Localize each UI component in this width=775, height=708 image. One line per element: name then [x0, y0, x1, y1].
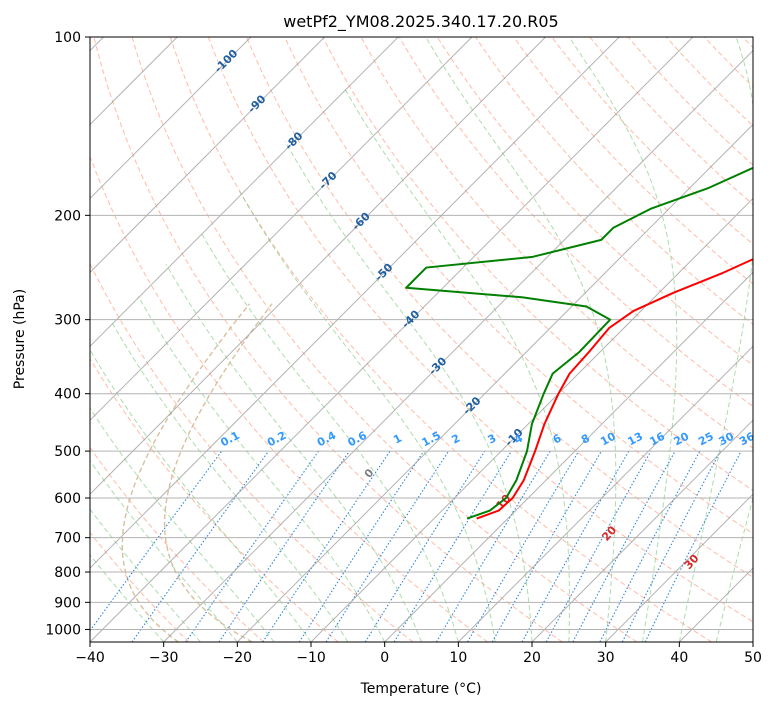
mixing-ratio-label: 10	[598, 430, 618, 449]
mixing-ratio-label: 20	[672, 430, 692, 449]
x-tick-label: −40	[75, 650, 105, 666]
x-tick-label: 40	[670, 650, 688, 666]
moist-adiabat-line	[90, 508, 201, 642]
y-tick-label: 500	[54, 444, 81, 460]
isotherm-line	[310, 197, 753, 642]
x-axis-label: Temperature (°C)	[360, 681, 482, 697]
dry-adiabat-line	[627, 37, 753, 166]
moist-adiabat-line	[137, 296, 386, 642]
dry-adiabat-line	[322, 37, 753, 492]
moist-adiabat-line	[344, 87, 570, 642]
isotherm-line	[163, 49, 753, 642]
mixing-ratio-line	[572, 450, 676, 642]
dry-adiabat-line	[169, 37, 712, 642]
moist-adiabat-line	[200, 232, 459, 642]
dewpoint-profile-line	[405, 166, 753, 520]
dry-adiabat-line	[207, 37, 753, 623]
temperature-profile-line	[476, 258, 753, 520]
mixing-ratio-line	[218, 450, 350, 642]
y-tick-label: 800	[54, 565, 81, 581]
mixing-ratio-line	[521, 450, 630, 642]
moist-adiabat-line	[165, 264, 422, 642]
isotherm-line	[90, 37, 694, 642]
mixing-ratio-line	[90, 450, 223, 632]
dry-adiabat-line	[475, 37, 753, 326]
y-tick-label: 200	[54, 208, 81, 224]
moist-adiabat-line	[110, 321, 349, 642]
mixing-ratio-line	[393, 450, 512, 642]
isotherm-line	[90, 37, 399, 348]
dry-adiabat-line	[436, 37, 753, 366]
x-tick-label: 20	[523, 650, 541, 666]
x-tick-label: 10	[449, 650, 467, 666]
mixing-ratio-line	[298, 450, 425, 642]
plot-background	[90, 37, 753, 642]
isotherms	[90, 37, 753, 642]
x-tick-label: −10	[296, 650, 326, 666]
y-tick-label: 700	[54, 531, 81, 547]
x-axis-ticks: −40 −30 −20 −10 0 10 20 30 40 50	[75, 642, 762, 666]
dry-adiabat-line	[90, 262, 414, 642]
sounding-series	[405, 166, 753, 520]
moist-adiabat-line	[715, 496, 753, 642]
y-axis-label: Pressure (hPa)	[12, 289, 28, 389]
plot-area: -100-90-80-70-60-50-40-30-20-100.1 0.2 0.4…	[90, 37, 757, 642]
isotherm-line	[90, 37, 252, 200]
mixing-ratio-label: 13	[625, 430, 645, 449]
x-tick-label: −20	[223, 650, 253, 666]
dry-adiabat-line	[398, 37, 753, 407]
dry-adiabat-line	[93, 37, 563, 642]
lcl-arcs	[121, 303, 273, 642]
mixing-ratio-line	[131, 450, 270, 642]
mixing-ratio-line	[644, 450, 742, 642]
y-tick-label: 1000	[45, 622, 81, 638]
isotherm-line	[90, 37, 620, 569]
lcl-arc-line	[121, 303, 251, 642]
x-tick-label: 0	[380, 650, 389, 666]
isotherm-line	[531, 419, 753, 642]
x-tick-label: 30	[597, 650, 615, 666]
isotherm-line	[605, 493, 753, 642]
mixing-ratio-label: 16	[647, 430, 667, 449]
mixing-ratio-line	[491, 450, 602, 642]
x-tick-label: 50	[744, 650, 762, 666]
moist-adiabat-line	[568, 37, 678, 642]
mixing-ratio-line	[599, 450, 701, 642]
isobars	[90, 37, 753, 630]
isotherm-line	[457, 345, 753, 642]
y-tick-label: 600	[54, 491, 81, 507]
isotherm-line	[90, 37, 546, 495]
moist-adiabat-line	[90, 348, 312, 642]
lcl-arc-line	[163, 303, 273, 642]
dry-adiabats	[90, 37, 753, 642]
y-tick-label: 900	[54, 595, 81, 611]
isotherm-line	[90, 37, 473, 421]
isotherm-line	[90, 37, 325, 274]
y-axis-ticks: 100 200 300 400 500 600 700 800 900 1000	[45, 30, 90, 638]
dry-adiabat-line	[131, 37, 638, 642]
chart-title: wetPf2_YM08.2025.340.17.20.R05	[283, 12, 558, 32]
y-tick-label: 100	[54, 30, 81, 46]
moist-adiabat-line	[678, 37, 753, 642]
mixing-ratio-line	[364, 450, 486, 642]
dry-adiabat-line	[551, 37, 753, 245]
mixing-ratio-label: 36	[737, 430, 757, 449]
x-tick-label: −30	[149, 650, 179, 666]
mixing-ratio-label: 25	[696, 430, 716, 449]
moist-adiabat-line	[425, 37, 617, 642]
dry-adiabat-line	[589, 37, 753, 206]
y-tick-label: 300	[54, 313, 81, 329]
mixing-ratio-label: 30	[717, 430, 737, 449]
plot-frame	[89, 36, 754, 643]
mixing-ratio-line	[325, 450, 450, 642]
isotherm-line	[236, 123, 753, 642]
dry-adiabat-line	[90, 531, 190, 642]
y-tick-label: 400	[54, 387, 81, 403]
moist-adiabat-line	[90, 554, 165, 642]
isotherm-line	[384, 271, 753, 642]
mixing-ratio-line	[185, 450, 320, 642]
mixing-ratio-line	[621, 450, 721, 642]
